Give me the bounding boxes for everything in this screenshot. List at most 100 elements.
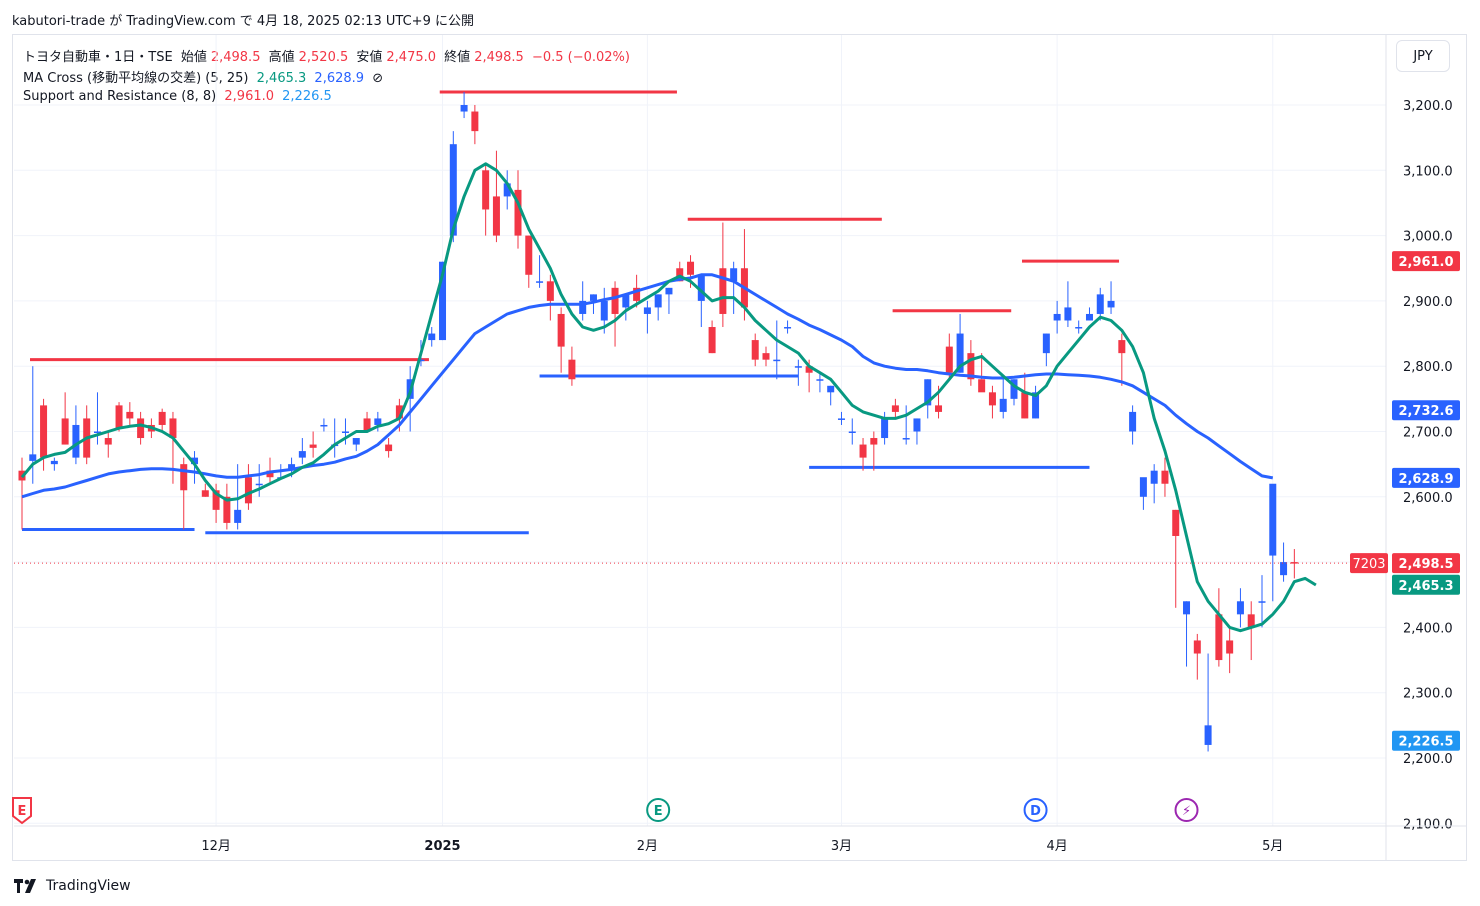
candle-body xyxy=(1172,509,1180,536)
split-event-icon[interactable] xyxy=(1174,798,1199,822)
candle-body xyxy=(212,490,220,510)
close-value: 2,498.5 xyxy=(474,50,524,65)
ma-name: MA Cross (移動平均線の交差) (5, 25) xyxy=(23,71,249,86)
y-tick-label: 3,200.0 xyxy=(1403,99,1453,114)
candle-body xyxy=(223,496,231,523)
candle-body xyxy=(1053,313,1061,321)
candle-body xyxy=(751,340,759,360)
candle-body xyxy=(255,483,263,486)
sr-name: Support and Resistance (8, 8) xyxy=(23,89,217,104)
earnings-event-icon[interactable] xyxy=(646,798,671,822)
candle-body xyxy=(935,405,943,412)
symbol-label: トヨタ自動車・1日・TSE xyxy=(23,50,173,65)
high-label: 高値 xyxy=(268,50,295,65)
legend-sr[interactable]: Support and Resistance (8, 8) 2,961.0 2,… xyxy=(23,89,336,104)
candle-body xyxy=(805,366,813,373)
candle-body xyxy=(341,431,349,433)
event-label: ⚡ xyxy=(1182,804,1191,819)
candle-body xyxy=(913,418,921,432)
candle-body xyxy=(600,300,608,321)
resistance-price-label-bg xyxy=(1392,251,1460,272)
candle-body xyxy=(945,346,953,373)
candle-body xyxy=(50,460,58,465)
chart-frame[interactable] xyxy=(12,34,1467,861)
candle-body xyxy=(1258,601,1266,603)
candle-body xyxy=(320,424,328,427)
candle-body xyxy=(762,353,770,360)
candle-body xyxy=(1226,640,1234,654)
sr-resistance-value: 2,961.0 xyxy=(224,89,275,104)
publish-header: kabutori-trade が TradingView.com で 4月 18… xyxy=(12,14,474,29)
event-label: D xyxy=(1030,804,1041,819)
candle-body xyxy=(40,405,48,458)
brand-label: TradingView xyxy=(46,878,131,894)
candle-body xyxy=(816,379,824,381)
dividend-event-icon[interactable] xyxy=(1023,798,1048,822)
candle-body xyxy=(859,444,867,458)
candle-body xyxy=(417,359,425,362)
candle-body xyxy=(385,444,393,452)
ma-fast-line xyxy=(20,162,1317,633)
candle-body xyxy=(557,313,565,347)
candle-body xyxy=(1280,562,1288,576)
candle-body xyxy=(482,170,490,210)
candle-body xyxy=(352,438,360,445)
candle-body xyxy=(363,418,371,432)
candle-body xyxy=(784,327,792,329)
candle-body xyxy=(1096,294,1104,314)
candle-body xyxy=(1183,601,1191,615)
candle-body xyxy=(525,235,533,275)
low-label: 安値 xyxy=(356,50,383,65)
candle-body xyxy=(773,359,781,362)
candle-body xyxy=(1236,601,1244,615)
tradingview-logo-icon xyxy=(14,879,36,893)
legend-ohlc: トヨタ自動車・1日・TSE 始値 2,498.5 高値 2,520.5 安値 2,47… xyxy=(23,46,634,65)
candle-body xyxy=(546,281,554,301)
candle-body xyxy=(1150,470,1158,484)
candle-body xyxy=(244,477,252,504)
candle-body xyxy=(730,268,738,282)
ma-fast-price-label: 2,465.3 xyxy=(1398,579,1453,594)
event-label: E xyxy=(654,804,663,819)
candle-body xyxy=(180,464,188,491)
y-tick-label: 2,300.0 xyxy=(1403,687,1453,702)
high-value: 2,520.5 xyxy=(298,50,349,65)
candle-body xyxy=(395,405,403,419)
y-tick-label: 2,900.0 xyxy=(1403,295,1453,310)
y-tick-label: 3,100.0 xyxy=(1403,164,1453,179)
candle-body xyxy=(449,144,457,236)
candle-body xyxy=(266,470,274,478)
candle-body xyxy=(665,287,673,295)
y-tick-label: 3,000.0 xyxy=(1403,230,1453,245)
candle-body xyxy=(1085,313,1093,321)
currency-button[interactable]: JPY xyxy=(1396,40,1450,72)
candle-body xyxy=(1129,411,1137,432)
candle-body xyxy=(687,261,695,275)
candle-body xyxy=(492,196,500,236)
y-tick-label: 2,100.0 xyxy=(1403,817,1453,832)
candle-body xyxy=(288,464,296,471)
candle-body xyxy=(891,405,899,412)
candle-body xyxy=(902,438,910,440)
candle-body xyxy=(719,268,727,314)
candle-body xyxy=(374,418,382,425)
candle-body xyxy=(93,431,101,433)
candle-body xyxy=(708,327,716,354)
candle-body xyxy=(29,454,37,461)
support-price-label-bg xyxy=(1392,730,1460,751)
earnings-event-icon[interactable] xyxy=(12,797,32,825)
ma-fast-price-label-bg xyxy=(1392,574,1460,595)
change-value: −0.5 (−0.02%) xyxy=(531,50,630,65)
x-tick-label: 12月 xyxy=(201,839,231,854)
close-label: 終値 xyxy=(444,50,471,65)
candle-body xyxy=(622,294,630,308)
candle-body xyxy=(1075,327,1083,329)
legend-ma[interactable]: MA Cross (移動平均線の交差) (5, 25) 2,465.3 2,62… xyxy=(23,67,387,86)
hide-icon[interactable]: ⊘ xyxy=(372,71,384,86)
candle-body xyxy=(536,281,544,283)
candle-body xyxy=(697,274,705,301)
last-price-label-bg xyxy=(1392,553,1460,574)
ma-slow-line xyxy=(21,273,1274,499)
candle-body xyxy=(988,392,996,406)
